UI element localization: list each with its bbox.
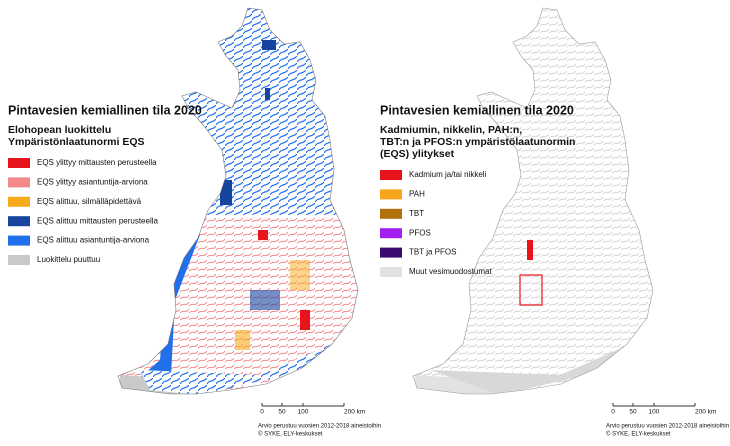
scale-label: 200 km — [695, 409, 716, 416]
footer: Arvio perustuu vuosien 2012-2018 aineist… — [258, 424, 381, 430]
legend-label: Muut vesimuodostumat — [409, 267, 492, 276]
legend-swatch — [380, 189, 402, 200]
footer: © SYKE, ELY-keskukset — [258, 431, 323, 438]
map-subtitle: Elohopean luokittelu — [8, 124, 111, 136]
map-subtitle: (EQS) ylitykset — [380, 148, 455, 160]
legend-label: PAH — [409, 190, 425, 199]
map-title: Pintavesien kemiallinen tila 2020 — [380, 103, 574, 117]
map-title: Pintavesien kemiallinen tila 2020 — [8, 103, 202, 117]
legend-swatch — [8, 177, 30, 188]
scale-label: 200 km — [344, 409, 365, 416]
scale-label: 50 — [629, 409, 637, 416]
legend-label: TBT ja PFOS — [409, 248, 456, 257]
footer: © SYKE, ELY-keskukset — [606, 431, 671, 438]
legend-label: Luokittelu puuttuu — [37, 255, 100, 264]
map-subtitle: Ympäristönlaatunormi EQS — [8, 136, 145, 148]
legend-label: Kadmium ja/tai nikkeli — [409, 170, 487, 179]
legend-label: TBT — [409, 209, 424, 218]
legend-swatch — [380, 228, 402, 239]
legend-swatch — [380, 247, 402, 258]
scale-label: 50 — [278, 409, 286, 416]
legend-swatch — [8, 158, 30, 168]
map-subtitle: TBT:n ja PFOS:n ympäristölaatunormin — [380, 136, 575, 148]
legend-swatch — [380, 208, 402, 219]
legend-label: EQS alittuu asiantuntija-arviona — [37, 236, 150, 245]
legend-swatch — [8, 196, 30, 207]
footer: Arvio perustuu vuosien 2012-2018 aineist… — [606, 424, 729, 430]
legends: Pintavesien kemiallinen tila 2020 Elohope… — [8, 103, 729, 438]
scale-label: 0 — [260, 409, 264, 416]
right-map — [413, 8, 653, 394]
legend-swatch — [8, 235, 30, 246]
legend-label: EQS alittuu, silmälläpidettävä — [37, 197, 142, 206]
map-subtitle: Kadmiumin, nikkelin, PAH:n, — [380, 124, 522, 136]
legend-swatch — [380, 267, 402, 277]
legend-swatch — [380, 170, 402, 180]
legend-label: PFOS — [409, 228, 431, 237]
scale-label: 0 — [611, 409, 615, 416]
legend-label: EQS ylittyy mittausten perusteella — [37, 158, 157, 167]
legend-label: EQS alittuu mittausten perusteella — [37, 216, 159, 225]
legend-label: EQS ylittyy asiantuntija-arviona — [37, 178, 148, 187]
scale-label: 100 — [649, 409, 660, 416]
scale-label: 100 — [298, 409, 309, 416]
legend-swatch — [8, 216, 30, 227]
legend-swatch — [8, 255, 30, 265]
